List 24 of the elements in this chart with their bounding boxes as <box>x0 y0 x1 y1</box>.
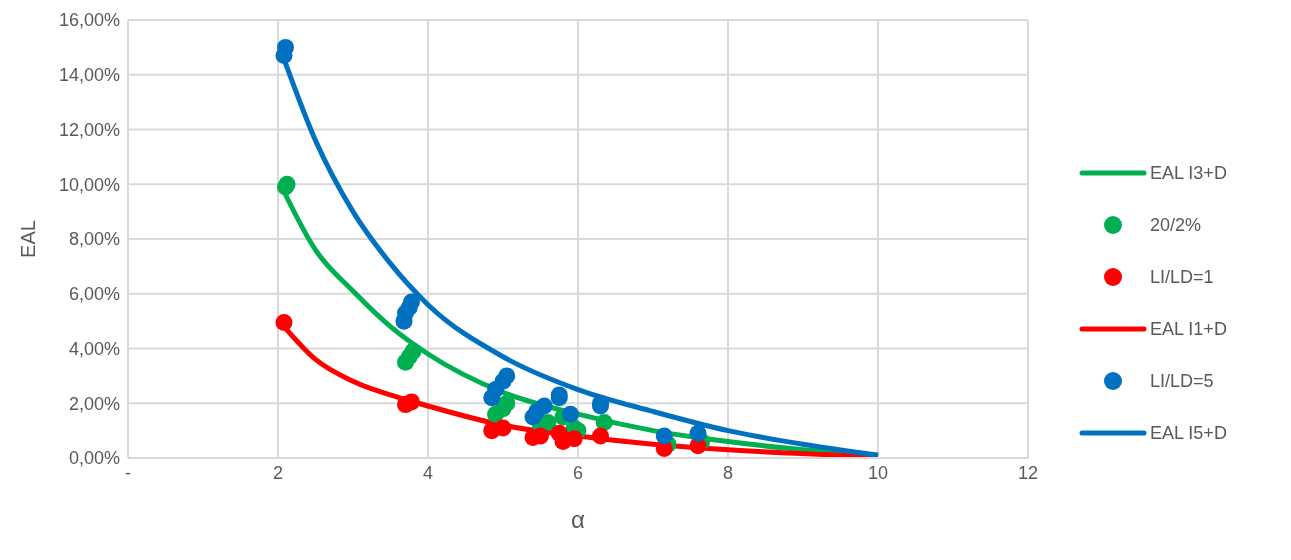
y-tick-label: 14,00% <box>58 65 120 86</box>
legend-label: EAL I5+D <box>1150 422 1227 444</box>
y-tick-label: 0,00% <box>68 448 120 469</box>
x-tick-label: - <box>125 462 131 483</box>
x-axis-title: α <box>571 506 586 533</box>
legend-label: 20/2% <box>1150 214 1202 236</box>
y-tick-label: 8,00% <box>68 229 120 250</box>
y-tick-label: 4,00% <box>68 338 120 359</box>
y-axis-title: EAL <box>17 220 40 258</box>
x-tick-label: 12 <box>1017 462 1039 483</box>
y-tick-label: 16,00% <box>58 10 120 31</box>
legend-label: LI/LD=1 <box>1150 266 1214 288</box>
y-tick-label: 12,00% <box>58 119 120 140</box>
x-tick-label: 6 <box>572 462 584 483</box>
x-tick-label: 2 <box>272 462 284 483</box>
legend-label: LI/LD=5 <box>1150 370 1214 392</box>
legend-label: EAL I1+D <box>1150 318 1227 340</box>
y-tick-label: 10,00% <box>58 174 120 195</box>
x-tick-label: 10 <box>867 462 889 483</box>
legend-label: EAL I3+D <box>1150 162 1227 184</box>
x-tick-label: 4 <box>422 462 434 483</box>
y-tick-label: 2,00% <box>68 393 120 414</box>
y-tick-label: 6,00% <box>68 284 120 305</box>
x-tick-label: 8 <box>722 462 734 483</box>
